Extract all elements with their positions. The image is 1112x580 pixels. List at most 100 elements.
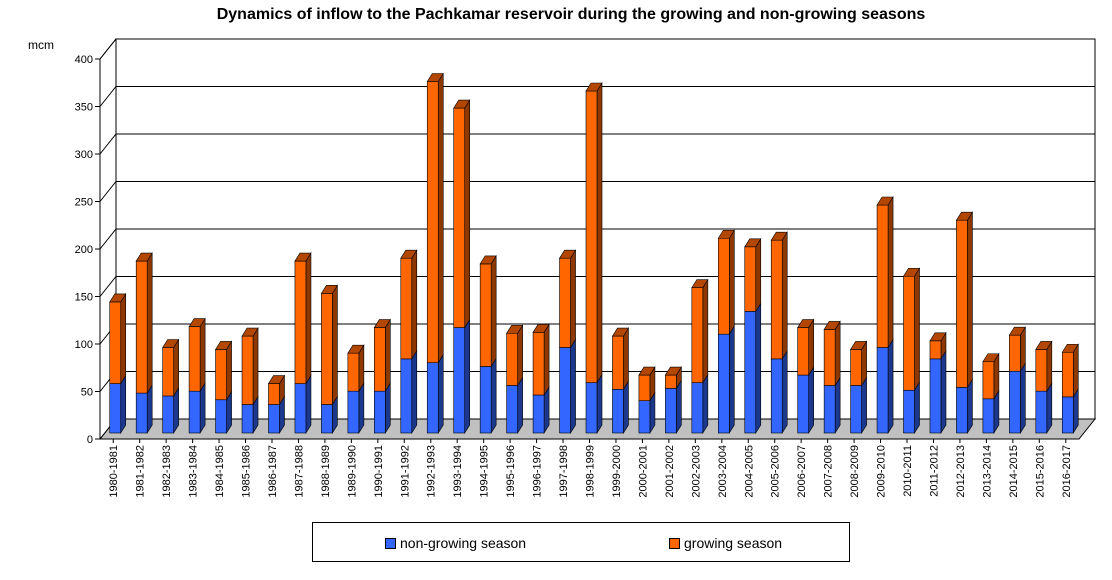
- x-tick-label: 2009-2010: [876, 445, 888, 498]
- bar-non-growing-side: [808, 366, 814, 435]
- bar-growing-top: [426, 73, 444, 82]
- bar-growing-side: [173, 338, 179, 397]
- bar-growing-side: [120, 292, 127, 385]
- bar-non-growing: [903, 389, 915, 434]
- bar-growing-side: [623, 327, 629, 391]
- x-tick-label: 1985-1986: [241, 445, 253, 498]
- x-tick-label: 1996-1997: [532, 445, 544, 498]
- bar-growing-side: [252, 327, 259, 406]
- bar-non-growing-side: [517, 376, 523, 435]
- bar-growing: [797, 327, 809, 376]
- y-tick-label: 250: [75, 197, 93, 209]
- bar-non-growing-side: [120, 374, 127, 435]
- x-tick-label: 2014-2015: [1008, 445, 1020, 498]
- gridline: [99, 228, 1095, 250]
- y-tick-label: 150: [75, 292, 93, 304]
- bar-non-growing-side: [834, 376, 841, 435]
- bar-growing-side: [146, 252, 153, 395]
- bar-growing-side: [596, 81, 603, 384]
- bar-non-growing-side: [728, 325, 735, 435]
- bar-non-growing: [215, 399, 227, 434]
- bar-growing: [876, 204, 889, 348]
- chart-title: Dynamics of inflow to the Pachkamar rese…: [216, 6, 926, 23]
- bar-growing: [559, 257, 571, 348]
- bar-growing-top: [241, 327, 259, 337]
- bar-non-growing: [294, 383, 307, 434]
- legend-item-growing: growing season: [669, 535, 782, 551]
- bar-growing-top: [823, 321, 841, 330]
- bar-non-growing-side: [940, 349, 947, 435]
- bar-growing: [691, 287, 704, 383]
- bar-growing: [374, 327, 386, 392]
- bar-non-growing: [638, 400, 651, 434]
- bar-growing-top: [797, 319, 815, 328]
- x-tick-label: 1983-1984: [188, 445, 200, 498]
- x-tick-label: 2004-2005: [743, 445, 755, 498]
- bar-growing: [744, 246, 757, 312]
- y-tick-label: 400: [75, 54, 93, 66]
- bar-growing-side: [490, 254, 497, 368]
- bar-non-growing: [770, 358, 783, 434]
- bar-growing: [241, 335, 254, 405]
- legend-label-non-growing: non-growing season: [400, 535, 527, 551]
- bar-growing-side: [517, 324, 523, 387]
- x-tick-label: 1991-1992: [399, 445, 411, 498]
- bar-growing: [1061, 351, 1074, 398]
- gridline: [99, 86, 1095, 107]
- bar-growing-top: [162, 339, 180, 348]
- x-tick-label: 1984-1985: [214, 445, 226, 498]
- x-tick-label: 2007-2008: [823, 445, 835, 498]
- bar-growing-top: [347, 344, 365, 354]
- y-tick-label: 350: [75, 102, 93, 114]
- legend-swatch-growing: [669, 537, 680, 549]
- bar-growing: [188, 326, 201, 392]
- bar-growing-side: [887, 195, 894, 349]
- y-axis-unit-label: mcm: [28, 38, 54, 52]
- bar-growing-top: [320, 285, 338, 294]
- bar-non-growing: [744, 311, 757, 434]
- bar-growing-top: [717, 229, 735, 239]
- gridline: [99, 181, 1095, 202]
- x-tick-label: 2000-2001: [637, 445, 649, 498]
- bar-non-growing: [162, 395, 174, 434]
- bar-growing: [453, 107, 466, 328]
- bar-growing: [532, 331, 545, 396]
- bar-non-growing-side: [1046, 382, 1053, 435]
- bar-non-growing: [1061, 396, 1074, 434]
- x-tick-label: 1995-1996: [505, 445, 517, 498]
- y-tick-label: 0: [87, 434, 93, 446]
- bar-non-growing-side: [1020, 362, 1026, 435]
- bar-non-growing-side: [411, 349, 418, 435]
- bar-non-growing: [876, 347, 889, 434]
- bar-growing-side: [543, 323, 550, 397]
- bar-growing-top: [1008, 326, 1026, 336]
- bar-growing: [665, 374, 677, 389]
- bar-growing-top: [876, 196, 894, 206]
- bar-growing-top: [982, 353, 1000, 363]
- bar-growing: [982, 361, 995, 400]
- chart-legend: non-growing season growing season: [312, 522, 850, 562]
- x-tick-label: 2012-2013: [955, 445, 967, 498]
- bar-growing-top: [770, 231, 788, 241]
- bar-growing: [426, 81, 439, 364]
- bar-growing: [479, 263, 492, 367]
- bar-growing-side: [808, 318, 814, 377]
- bar-growing-top: [585, 82, 603, 92]
- bar-non-growing: [426, 362, 439, 434]
- x-tick-label: 1980-1981: [108, 445, 120, 498]
- x-tick-label: 1990-1991: [373, 445, 385, 498]
- bar-non-growing: [1009, 370, 1021, 434]
- bar-non-growing: [797, 374, 809, 434]
- x-tick-label: 2006-2007: [796, 445, 808, 498]
- bar-growing-side: [199, 317, 206, 393]
- bar-growing: [215, 349, 227, 401]
- bar-growing-top: [267, 375, 286, 384]
- bar-growing-side: [332, 284, 338, 406]
- bar-growing-top: [1035, 341, 1053, 350]
- bar-non-growing-side: [887, 338, 894, 435]
- bar-non-growing: [1035, 390, 1048, 434]
- bar-non-growing: [453, 327, 466, 434]
- x-tick-label: 1981-1982: [135, 445, 147, 498]
- bar-growing: [321, 293, 333, 405]
- y-tick-label: 200: [75, 244, 93, 256]
